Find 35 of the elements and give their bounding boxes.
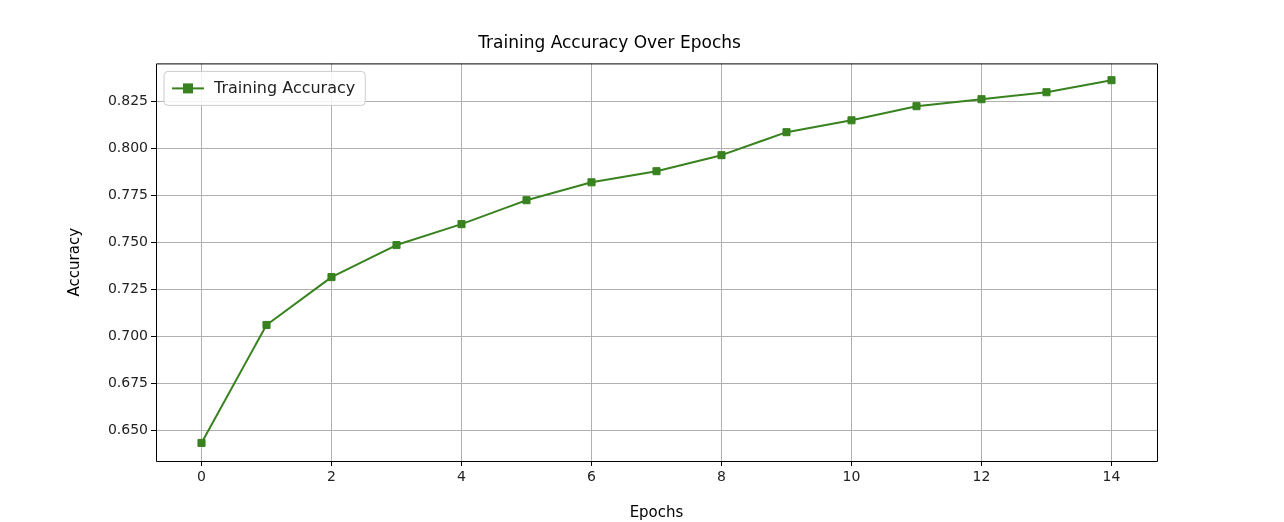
point: [587, 178, 596, 187]
y-tick-label: 0.825: [107, 91, 148, 108]
x-tick-label: 0: [197, 468, 206, 485]
y-tick-label: 0.700: [107, 327, 148, 344]
y-tick-label: 0.800: [107, 138, 148, 155]
x-tick-label: 10: [842, 468, 861, 485]
y-tick-label: 0.750: [107, 233, 148, 250]
point: [912, 102, 921, 111]
x-tick-label: 4: [457, 468, 467, 485]
point: [977, 95, 986, 104]
point: [717, 151, 726, 160]
point: [457, 220, 466, 229]
x-tick-label: 6: [587, 468, 597, 485]
point: [327, 273, 336, 282]
x-tick-label: 12: [972, 468, 991, 485]
y-axis-title: Accuracy: [64, 227, 83, 297]
y-tick-label: 0.725: [107, 280, 148, 297]
x-axis-title: Epochs: [629, 502, 684, 521]
point: [522, 196, 531, 205]
point: [847, 116, 856, 125]
point: [1107, 76, 1116, 85]
x-tick-label: 8: [717, 468, 726, 485]
chart-title: Training Accuracy Over Epochs: [477, 31, 741, 52]
point: [782, 128, 791, 137]
point: [1042, 88, 1051, 97]
point: [392, 241, 401, 250]
y-tick-label: 0.650: [107, 421, 148, 438]
legend-label: Training Accuracy: [213, 77, 356, 97]
y-tick-label: 0.675: [107, 374, 148, 391]
point: [262, 320, 271, 329]
x-tick-label: 14: [1102, 468, 1121, 485]
point: [652, 167, 661, 176]
x-tick-label: 2: [327, 468, 336, 485]
point: [197, 438, 206, 447]
y-tick-label: 0.775: [107, 185, 148, 202]
